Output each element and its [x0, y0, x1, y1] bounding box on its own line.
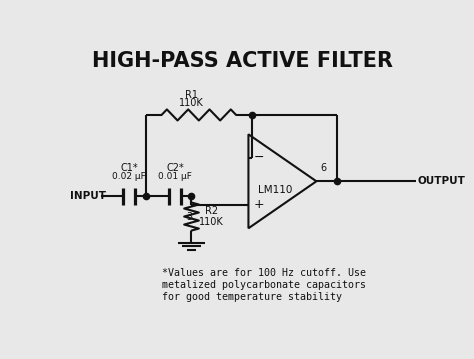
Text: *Values are for 100 Hz cutoff. Use
metalized polycarbonate capacitors
for good t: *Values are for 100 Hz cutoff. Use metal… [162, 269, 366, 302]
Text: −: − [254, 151, 264, 164]
Text: R1: R1 [185, 90, 198, 100]
Text: 0.02 μF: 0.02 μF [112, 172, 146, 181]
Text: R2
110K: R2 110K [200, 206, 224, 227]
Text: C1*: C1* [120, 163, 138, 173]
Text: HIGH-PASS ACTIVE FILTER: HIGH-PASS ACTIVE FILTER [92, 51, 393, 71]
Text: 6: 6 [320, 163, 326, 173]
Text: C2*: C2* [166, 163, 184, 173]
Text: INPUT: INPUT [70, 191, 106, 201]
Text: LM110: LM110 [258, 185, 292, 195]
Text: OUTPUT: OUTPUT [418, 176, 465, 186]
Text: 3: 3 [187, 212, 193, 222]
Text: 110K: 110K [179, 98, 204, 108]
Text: 0.01 μF: 0.01 μF [158, 172, 192, 181]
Text: +: + [254, 198, 264, 211]
